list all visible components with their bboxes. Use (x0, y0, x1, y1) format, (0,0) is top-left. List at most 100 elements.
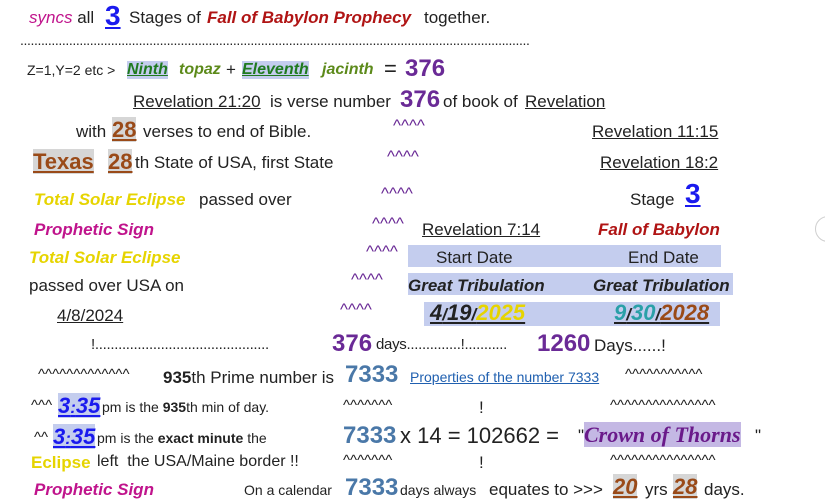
days-376: 376 (332, 330, 373, 357)
edge-circle (815, 216, 825, 242)
eq-7333: 7333 (343, 422, 397, 449)
pm-text-a: pm is the 935th min of day. (102, 399, 269, 415)
time-b-min: 35 (70, 424, 96, 449)
rev-7-14-ref: Revelation 7:14 (422, 220, 541, 239)
passed-over-text: passed over (199, 190, 292, 209)
tribulation-band (408, 273, 733, 295)
stage-count: 3 (105, 0, 121, 31)
bang-r13: ! (479, 398, 484, 417)
time-b-hour: 3 (53, 424, 66, 449)
stage-3: 3 (685, 178, 701, 209)
jacinth-word: jacinth (322, 61, 374, 78)
revelation-book: Revelation (525, 92, 606, 111)
time-335-a: 3:35 (58, 393, 101, 419)
start-slash-1: / (442, 305, 447, 324)
carets-r5: ^^^^ (387, 147, 419, 166)
end-day: 30 (630, 300, 656, 325)
carets-r9: ^^^^ (351, 270, 383, 289)
rev-11-15-ref: Revelation 11:15 (592, 122, 719, 141)
syncs-text: syncs all (29, 8, 94, 28)
properties-7333-link[interactable]: Properties of the number 7333 (410, 369, 600, 385)
carets-r13-left: ^^^ (31, 397, 53, 414)
time-a-min: 35 (75, 393, 101, 418)
start-date-header: Start Date (436, 248, 513, 267)
eleventh-word: Eleventh (242, 61, 309, 80)
rev-21-20-ref: Revelation 21:20 (133, 92, 261, 111)
carets-r14-left: ^^ (34, 429, 49, 446)
carets-r6: ^^^^ (381, 184, 413, 203)
prophetic-sign-2: Prophetic Sign (34, 480, 154, 499)
fall-of-babylon-title: Fall of Babylon Prophecy (207, 8, 412, 27)
ninth-word: Ninth (127, 61, 168, 80)
quote-open: " (578, 426, 585, 445)
carets-r7: ^^^^ (372, 214, 404, 233)
days-1260: 1260 (537, 330, 591, 357)
great-tribulation-start: Great Tribulation (408, 276, 545, 295)
years-20: 20 (613, 474, 638, 500)
end-month: 9 (614, 300, 627, 325)
rev-18-2-ref: Revelation 18:2 (600, 153, 719, 172)
days-dots-left: !.......................................… (91, 336, 269, 353)
pm-text-b: pm is the exact minute the (97, 430, 267, 446)
carets-r8: ^^^^ (366, 242, 398, 261)
exact-minute: exact minute (157, 430, 244, 446)
prime-935: 935 (163, 368, 192, 387)
equation-mid: x 14 = 102662 = (400, 423, 560, 448)
fall-of-babylon-label: Fall of Babylon (598, 220, 720, 239)
gematria-376: 376 (405, 55, 446, 82)
total-solar-eclipse-1: Total Solar Eclipse (34, 190, 186, 209)
pm-is-the-b: pm is the (97, 430, 154, 446)
time-335-b: 3:35 (53, 424, 96, 450)
minute-935: 935 (162, 399, 187, 415)
time-a-colon: : (70, 398, 76, 417)
carets-r12-left: ^^^^^^^^^^^^^ (38, 366, 130, 383)
cipher-prefix: Z=1,Y=2 etc > (27, 62, 116, 78)
start-day: 19 (446, 300, 472, 325)
eclipse-date: 4/8/2024 (57, 306, 124, 325)
start-year: 2025 (476, 300, 526, 325)
verses-to-end-text: verses to end of Bible. (143, 122, 312, 141)
carets-r13-mid: ^^^^^^^ (343, 397, 393, 414)
dates-band (424, 302, 720, 326)
equals-sign: = (384, 56, 397, 81)
days-28: 28 (673, 474, 698, 500)
end-year: 2028 (660, 300, 710, 325)
crown-of-thorns: Crown of Thorns (584, 422, 741, 448)
great-tribulation-end: Great Tribulation (593, 276, 730, 295)
time-b-colon: : (65, 429, 71, 448)
end-slash-2: / (655, 305, 661, 324)
dotted-separator: ........................................… (20, 32, 530, 48)
prophetic-sign-1: Prophetic Sign (34, 220, 154, 239)
start-month: 4 (430, 300, 443, 325)
quote-close: " (755, 426, 762, 445)
passed-over-usa-text: passed over USA on (29, 276, 184, 295)
carets-r15-mid: ^^^^^^^ (343, 452, 393, 469)
prime-7333: 7333 (345, 361, 399, 388)
verse-376: 376 (400, 86, 441, 113)
min-of-day: th min of day. (186, 399, 270, 415)
days-tail: Days......! (594, 336, 666, 355)
days-end: days. (704, 480, 745, 499)
pm-is-the-a: pm is the (102, 399, 159, 415)
end-date-value: 9/30/2028 (614, 300, 709, 325)
verse-number-text: is verse number (270, 92, 391, 111)
time-a-hour: 3 (58, 393, 71, 418)
days-always: days always (400, 482, 477, 498)
book-of-text: of book of (443, 92, 518, 111)
carets-r12-right: ^^^^^^^^^^^ (625, 366, 703, 383)
equates-to: equates to >>> (489, 480, 603, 499)
stage-label: Stage (630, 190, 675, 209)
state-text: th State of USA, first State (135, 153, 334, 172)
bang-r15: ! (479, 453, 484, 472)
with-text: with (76, 122, 107, 141)
carets-r13-right: ^^^^^^^^^^^^^^^ (610, 397, 716, 414)
total-solar-eclipse-2: Total Solar Eclipse (29, 248, 181, 267)
verses-28: 28 (112, 117, 137, 143)
date-header-band (408, 245, 721, 267)
end-slash-1: / (626, 305, 631, 324)
left-usa-maine-text: left the USA/Maine border !! (97, 453, 299, 470)
start-slash-2: / (471, 305, 477, 324)
eclipse-word: Eclipse (31, 453, 91, 472)
state-28: 28 (108, 149, 133, 175)
carets-r10: ^^^^ (340, 300, 372, 319)
